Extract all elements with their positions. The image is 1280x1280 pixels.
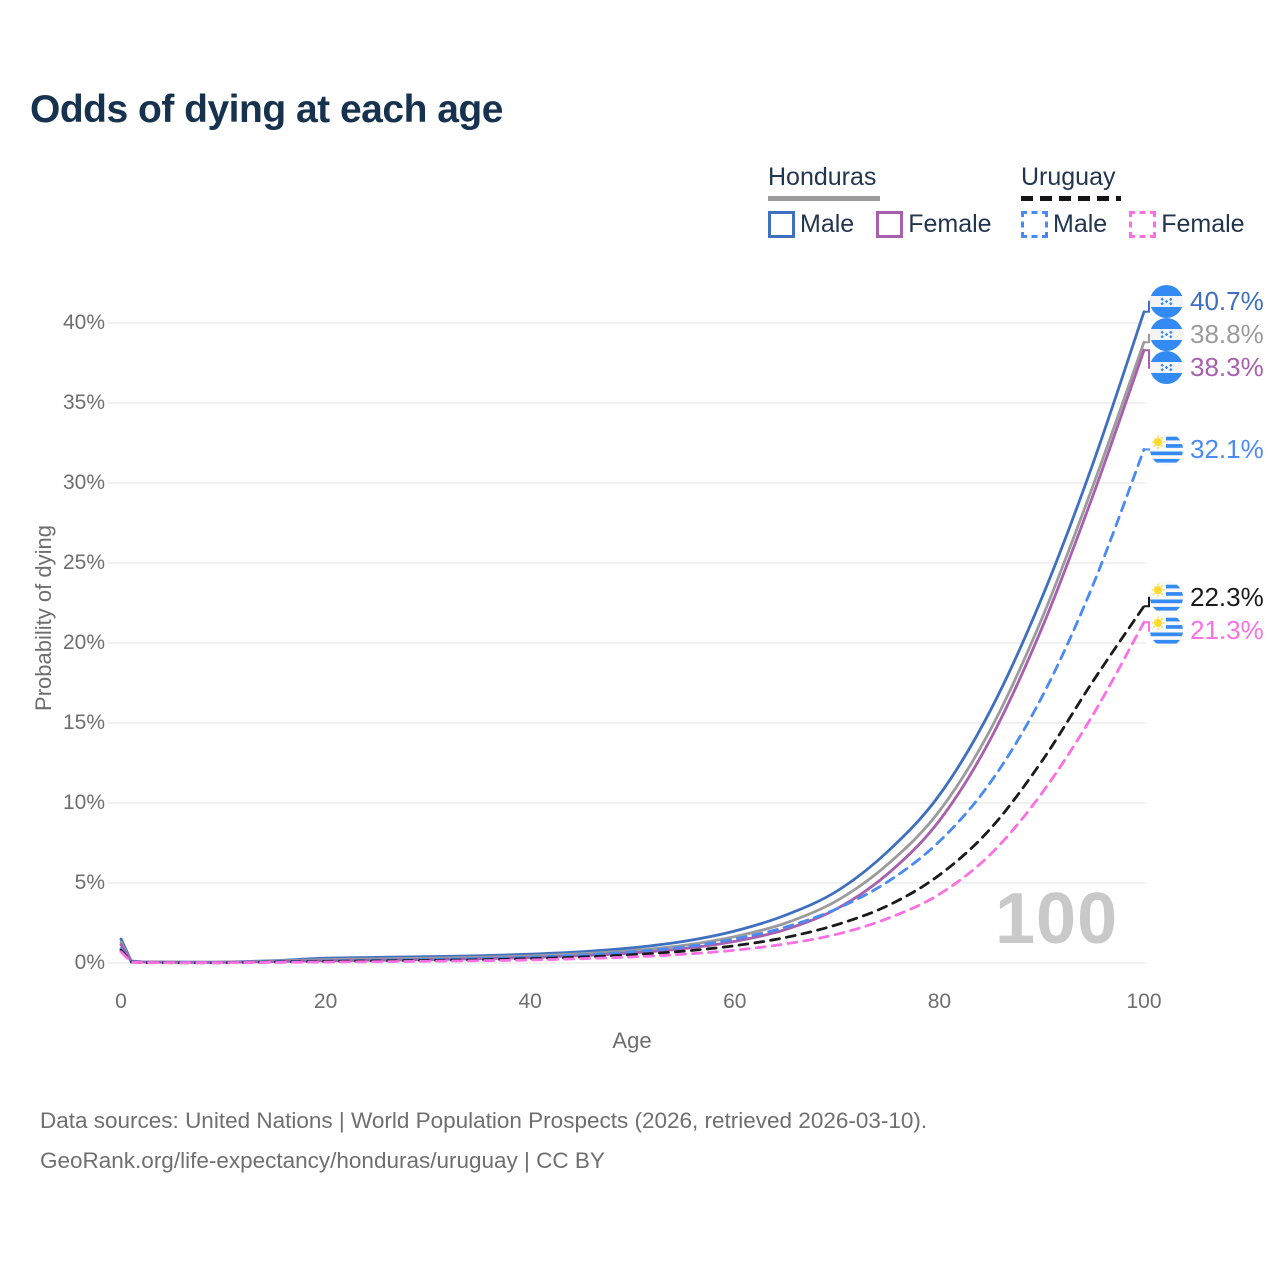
legend-label: Male [800,210,855,238]
uruguay-flag-icon [1150,614,1183,648]
end-label-value: 22.3% [1190,582,1264,613]
uruguay-female-swatch-icon [1129,211,1157,238]
end-label-uruguay-male: 32.1% [1150,432,1264,466]
end-label-value: 40.7% [1190,286,1264,317]
end-label-honduras-female: 38.3% [1150,351,1264,385]
y-tick-label: 25% [62,551,105,574]
honduras-female-swatch-icon [876,211,904,238]
honduras-flag-icon [1150,318,1183,352]
legend-label: Female [908,210,992,238]
y-tick-label: 0% [74,951,105,974]
series-line-uruguay-both-sexes[interactable] [119,604,1146,965]
y-tick-label: 10% [62,791,105,814]
x-tick-label: 60 [723,990,747,1013]
y-tick-label: 15% [62,711,105,734]
series-line-honduras-both-sexes[interactable] [119,340,1146,964]
series-line-honduras-female[interactable] [119,348,1146,964]
x-axis-title: Age [612,1028,652,1053]
end-label-value: 21.3% [1190,615,1264,646]
legend-item-honduras-male[interactable]: Male [768,210,854,239]
series-line-honduras-male[interactable] [119,310,1146,964]
end-label-uruguay-both-sexes: 22.3% [1150,581,1264,615]
legend-title-honduras: Honduras [768,163,877,191]
y-tick-label: 35% [62,391,105,414]
legend-label: Female [1161,210,1245,238]
x-tick-label: 100 [1126,990,1162,1013]
end-label-value: 38.3% [1190,352,1264,383]
uruguay-male-swatch-icon [1021,211,1048,238]
honduras-flag-icon [1150,285,1183,319]
uruguay-line-swatch [1021,196,1121,201]
legend-title-uruguay: Uruguay [1021,163,1116,191]
honduras-male-swatch-icon [768,211,795,238]
legend-group-honduras: Honduras Male Female [768,163,992,239]
legend-item-honduras-female[interactable]: Female [876,210,992,239]
x-tick-label: 40 [518,990,542,1013]
y-tick-label: 20% [62,631,105,654]
honduras-line-swatch [768,196,880,201]
y-tick-label: 40% [62,311,105,334]
data-sources-text: Data sources: United Nations | World Pop… [40,1108,928,1133]
page-title: Odds of dying at each age [30,88,503,131]
series-line-uruguay-male[interactable] [119,448,1146,964]
y-tick-label: 5% [74,871,105,894]
end-label-value: 38.8% [1190,319,1264,350]
x-tick-label: 20 [313,990,338,1013]
end-label-uruguay-female: 21.3% [1150,614,1264,648]
legend-label: Male [1053,210,1108,238]
legend-group-uruguay: Uruguay Male Female [1021,163,1245,239]
legend-item-uruguay-female[interactable]: Female [1129,210,1245,239]
honduras-flag-icon [1150,351,1183,385]
x-tick-label: 80 [927,990,952,1013]
attribution-text: GeoRank.org/life-expectancy/honduras/uru… [40,1148,605,1173]
end-label-honduras-male: 40.7% [1150,285,1264,319]
x-tick-label: 0 [115,990,127,1013]
uruguay-flag-icon [1150,581,1183,615]
age-watermark: 100 [995,879,1119,959]
y-tick-label: 30% [62,471,105,494]
end-label-honduras-both-sexes: 38.8% [1150,318,1264,352]
uruguay-flag-icon [1150,432,1183,466]
series-line-uruguay-female[interactable] [119,620,1146,965]
end-label-value: 32.1% [1190,433,1264,464]
legend-item-uruguay-male[interactable]: Male [1021,210,1107,239]
